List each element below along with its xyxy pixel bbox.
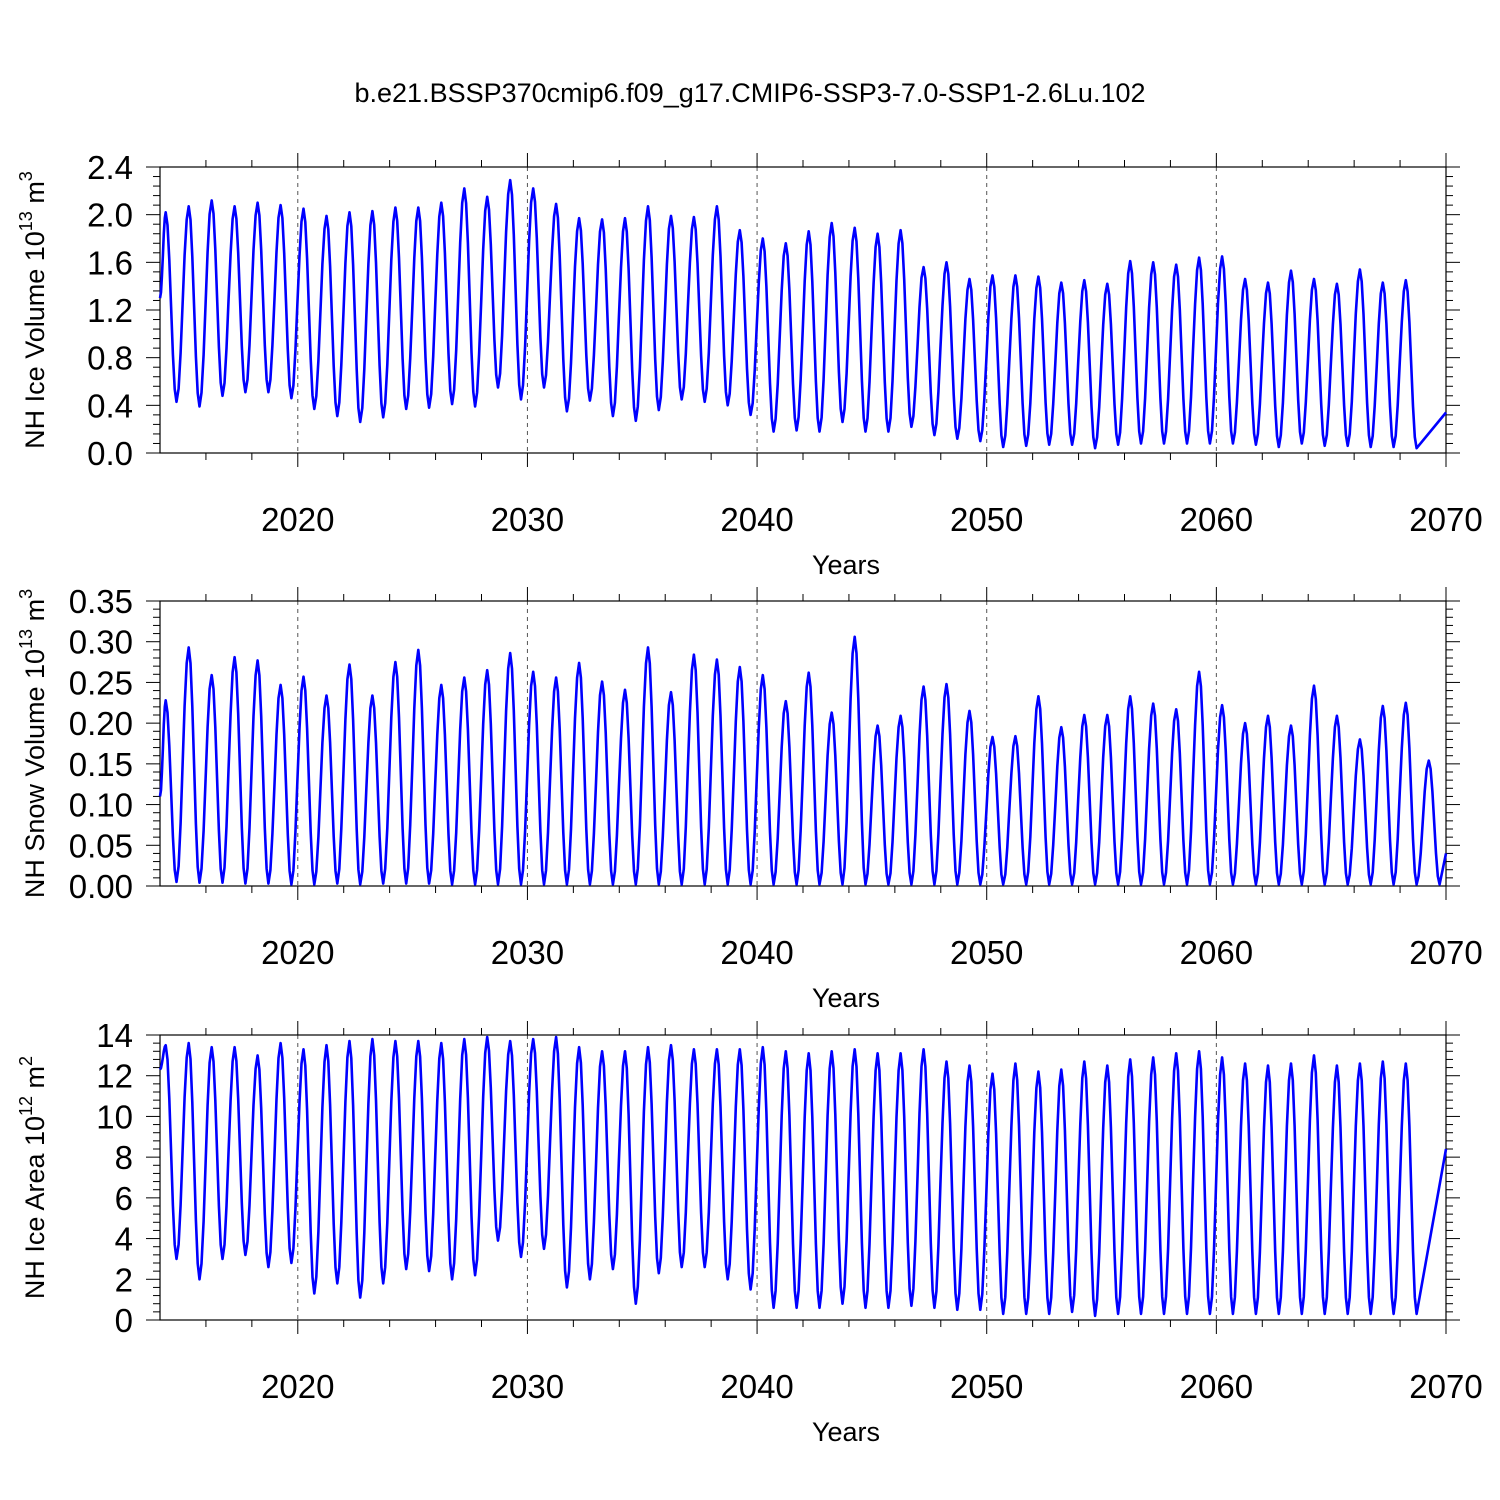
y-axis-label-part: NH Ice Area 10 — [20, 1116, 50, 1299]
x-tick-label: 2050 — [950, 1368, 1023, 1405]
x-tick-label: 2050 — [950, 934, 1023, 971]
x-tick-label: 2060 — [1180, 1368, 1253, 1405]
y-tick-label: 14 — [96, 1017, 133, 1054]
y-tick-label: 0.8 — [87, 340, 133, 377]
series-line-ice-area — [158, 1035, 1448, 1318]
y-tick-label: 2.0 — [87, 197, 133, 234]
y-tick-label: 8 — [115, 1139, 133, 1176]
x-tick-label: 2020 — [261, 1368, 334, 1405]
y-axis-label-part: 13 — [16, 211, 36, 231]
x-tick-label: 2060 — [1180, 501, 1253, 538]
x-axis-label: Years — [812, 983, 880, 1013]
chart-title: b.e21.BSSP370cmip6.f09_g17.CMIP6-SSP3-7.… — [355, 78, 1146, 108]
y-tick-label: 2 — [115, 1261, 133, 1298]
y-tick-label: 4 — [115, 1221, 133, 1258]
y-tick-label: 0.10 — [69, 787, 133, 824]
y-tick-label: 6 — [115, 1180, 133, 1217]
y-axis-label: NH Snow Volume 1013 m3 — [16, 589, 50, 898]
y-axis-label-part: 3 — [16, 171, 36, 181]
y-axis-label-part: 2 — [16, 1056, 36, 1066]
y-axis-label-part: m — [20, 1066, 50, 1096]
y-axis-label-part: 13 — [16, 629, 36, 649]
y-axis-label-part: NH Snow Volume 10 — [20, 649, 50, 898]
y-axis-label-part: NH Ice Volume 10 — [20, 231, 50, 449]
y-axis-label-part: 12 — [16, 1096, 36, 1116]
x-tick-label: 2040 — [720, 1368, 793, 1405]
x-tick-label: 2040 — [720, 501, 793, 538]
panel-ice-area: 2020 2030 2040 2050 2060 2070Years02468101214… — [16, 1017, 1483, 1447]
y-tick-label: 0.4 — [87, 387, 133, 424]
x-tick-label: 2020 — [261, 934, 334, 971]
y-tick-label: 12 — [96, 1058, 133, 1095]
x-tick-label: 2070 — [1409, 501, 1482, 538]
x-axis-label: Years — [812, 1417, 880, 1447]
panel-ice-volume: 2020 2030 2040 2050 2060 2070 Years 0.0 0.4 0.8 1.… — [16, 149, 1483, 580]
series-line-ice-volume — [158, 178, 1448, 450]
x-tick-label: 2060 — [1180, 934, 1253, 971]
y-tick-label: 0.35 — [69, 583, 133, 620]
y-tick-label: 10 — [96, 1098, 133, 1135]
x-tick-label: 2040 — [720, 934, 793, 971]
y-tick-label: 2.4 — [87, 149, 133, 186]
y-tick-label: 0.30 — [69, 624, 133, 661]
y-axis-label-part: m — [20, 181, 50, 211]
y-tick-label: 0.20 — [69, 705, 133, 742]
y-tick-label: 0.00 — [69, 868, 133, 905]
y-tick-label: 0.0 — [87, 435, 133, 472]
x-tick-label: 2050 — [950, 501, 1023, 538]
y-axis-label: NH Ice Area 1012 m2 — [16, 1056, 50, 1299]
y-axis-label: NH Ice Volume 1013 m3 — [16, 171, 50, 449]
x-tick-label: 2070 — [1409, 934, 1482, 971]
panel-snow-volume: 2020 2030 2040 2050 2060 2070Years0.000.050.1… — [16, 583, 1483, 1013]
y-tick-label: 0.15 — [69, 746, 133, 783]
x-tick-label: 2030 — [491, 934, 564, 971]
x-tick-label: 2070 — [1409, 1368, 1482, 1405]
y-tick-label: 1.2 — [87, 292, 133, 329]
y-tick-label: 0.05 — [69, 827, 133, 864]
series-line-snow-volume — [158, 635, 1448, 886]
y-axis-label-part: m — [20, 599, 50, 629]
x-tick-label: 2020 — [261, 501, 334, 538]
x-axis-label: Years — [812, 550, 880, 580]
x-tick-label: 2030 — [491, 1368, 564, 1405]
y-axis-label-part: 3 — [16, 589, 36, 599]
x-tick-label: 2030 — [491, 501, 564, 538]
y-tick-label: 0 — [115, 1302, 133, 1339]
y-tick-label: 0.25 — [69, 664, 133, 701]
y-tick-label: 1.6 — [87, 244, 133, 281]
